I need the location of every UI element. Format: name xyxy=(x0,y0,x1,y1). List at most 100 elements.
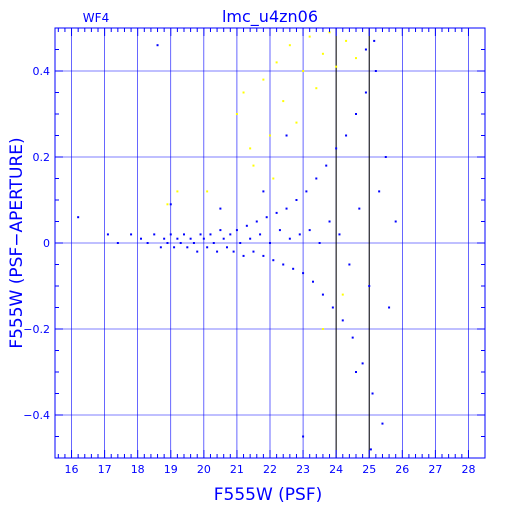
x-tick-label: 16 xyxy=(65,463,79,476)
data-point xyxy=(173,246,176,249)
data-point xyxy=(335,147,338,150)
data-point xyxy=(179,242,182,244)
data-point xyxy=(242,254,245,257)
data-point xyxy=(206,246,209,249)
data-point xyxy=(302,435,305,438)
rejected-data-point xyxy=(341,293,344,296)
data-point xyxy=(308,229,311,232)
y-tick-label: 0.2 xyxy=(33,151,51,164)
data-point xyxy=(269,242,271,244)
data-point xyxy=(219,229,222,232)
y-tick-label: −0.4 xyxy=(23,409,50,422)
data-point xyxy=(368,285,371,287)
x-tick-label: 21 xyxy=(230,463,244,476)
x-axis-label: F555W (PSF) xyxy=(214,485,323,505)
data-point xyxy=(374,70,377,72)
data-point xyxy=(245,224,248,227)
data-point xyxy=(388,306,391,309)
x-tick-label: 24 xyxy=(329,463,343,476)
data-point xyxy=(318,242,321,244)
data-point xyxy=(325,164,328,167)
x-tick-label: 17 xyxy=(98,463,112,476)
data-point xyxy=(302,272,305,275)
plot-frame xyxy=(54,27,486,459)
data-point xyxy=(345,134,348,137)
data-point xyxy=(364,48,367,51)
data-point xyxy=(295,199,298,201)
data-point xyxy=(361,362,364,365)
corner-label: WF4 xyxy=(83,11,109,25)
data-point xyxy=(373,39,376,42)
data-point xyxy=(351,336,354,339)
data-point xyxy=(288,237,291,240)
x-tick-label: 18 xyxy=(131,463,145,476)
y-tick-label: 0 xyxy=(43,237,50,250)
data-point xyxy=(285,207,288,210)
data-point xyxy=(331,306,334,309)
data-point xyxy=(285,134,288,137)
rejected-data-point xyxy=(308,35,311,38)
rejected-data-point xyxy=(275,61,278,64)
x-tick-label: 25 xyxy=(362,463,376,476)
data-point xyxy=(212,242,215,244)
data-point xyxy=(381,422,384,425)
data-point xyxy=(292,267,295,270)
data-point xyxy=(315,177,318,180)
data-point xyxy=(202,237,205,240)
rejected-data-point xyxy=(335,65,338,68)
rejected-data-point xyxy=(166,203,169,206)
y-tick-label: −0.2 xyxy=(23,323,50,336)
data-point xyxy=(196,250,199,253)
rejected-data-point xyxy=(321,52,324,55)
data-point xyxy=(262,254,265,257)
data-point xyxy=(355,113,357,115)
rejected-data-point xyxy=(295,121,298,124)
x-tick-label: 26 xyxy=(395,463,409,476)
rejected-data-point xyxy=(242,91,245,94)
reference-lines xyxy=(335,28,370,458)
rejected-data-point xyxy=(302,70,305,72)
data-point xyxy=(341,319,344,322)
data-point xyxy=(116,242,119,244)
data-point xyxy=(77,216,80,219)
rejected-data-point xyxy=(269,134,271,137)
data-point xyxy=(163,237,166,240)
x-tick-label: 23 xyxy=(296,463,310,476)
data-point xyxy=(169,233,172,236)
data-point xyxy=(252,250,255,253)
data-point xyxy=(192,242,195,244)
data-point xyxy=(156,44,159,47)
data-point xyxy=(259,233,262,236)
data-point xyxy=(169,203,172,206)
data-points xyxy=(77,31,397,451)
rejected-data-point xyxy=(252,164,255,167)
data-point xyxy=(378,190,381,193)
data-point xyxy=(235,229,238,232)
data-point xyxy=(348,263,351,266)
rejected-data-point xyxy=(328,31,331,34)
data-point xyxy=(328,220,331,223)
rejected-data-point xyxy=(235,113,238,115)
x-tick-label: 22 xyxy=(263,463,277,476)
data-point xyxy=(312,280,314,283)
x-tick-label: 19 xyxy=(164,463,178,476)
data-point xyxy=(338,233,341,236)
data-point xyxy=(226,246,228,249)
rejected-data-point xyxy=(282,100,285,103)
data-point xyxy=(239,242,242,244)
data-point xyxy=(262,190,265,193)
data-point xyxy=(282,263,285,266)
rejected-data-point xyxy=(345,39,348,42)
data-point xyxy=(130,233,133,236)
rejected-data-point xyxy=(176,190,179,193)
y-axis-label: F555W (PSF−APERTURE) xyxy=(7,137,27,348)
data-point xyxy=(275,211,278,214)
data-point xyxy=(183,233,185,236)
x-tick-label: 27 xyxy=(428,463,442,476)
data-point xyxy=(305,190,308,193)
data-point xyxy=(355,371,357,373)
data-point xyxy=(358,207,361,210)
